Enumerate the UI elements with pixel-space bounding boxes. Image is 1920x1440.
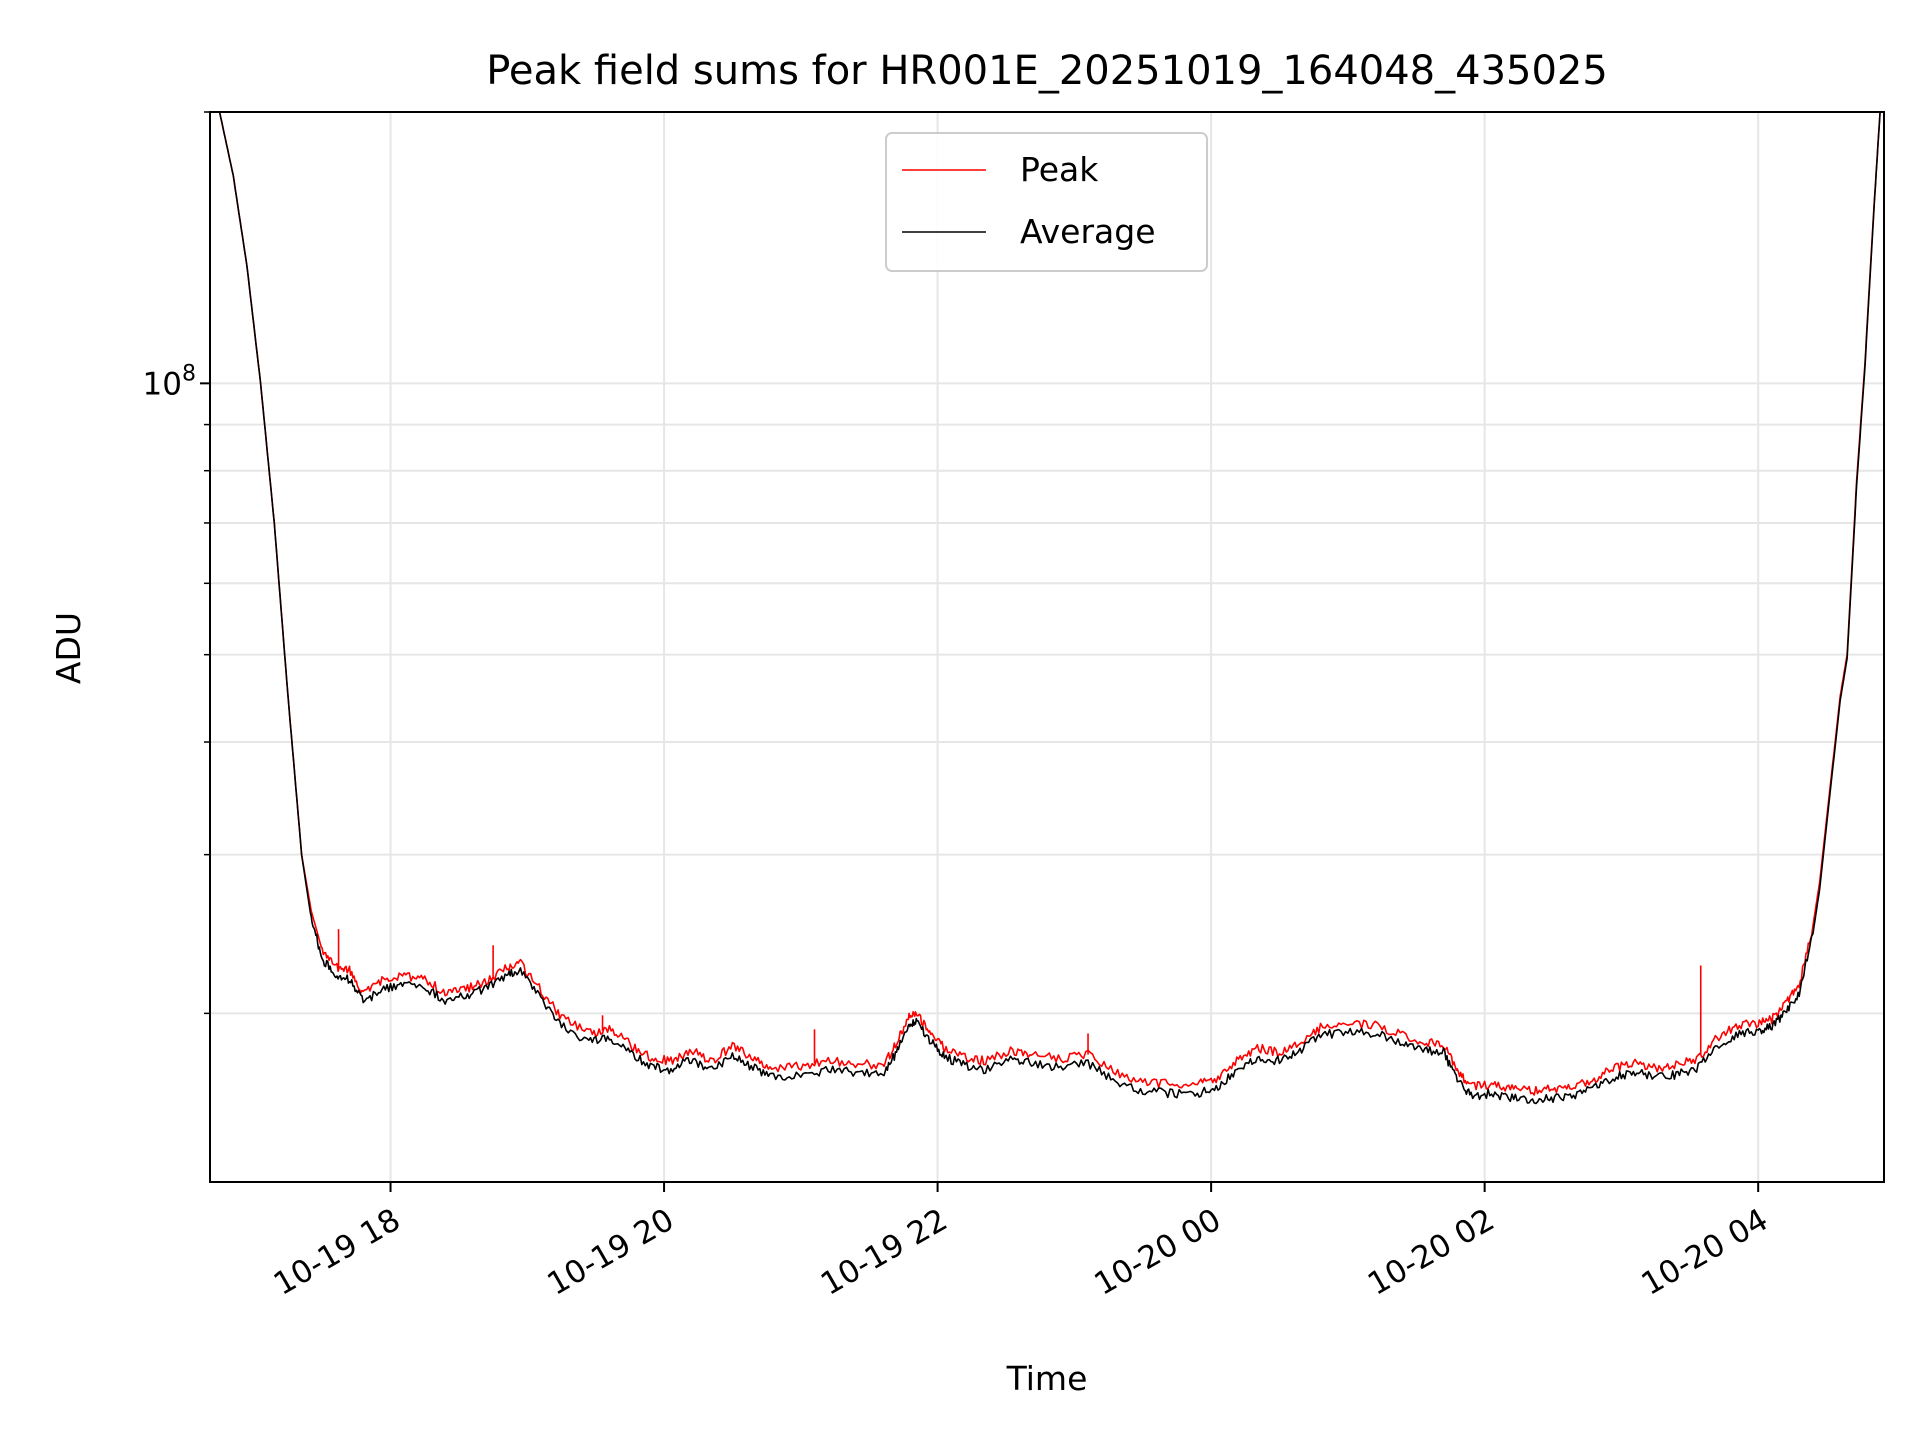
- plot-frame: [209, 111, 1885, 1183]
- legend-box: [885, 132, 1208, 272]
- chart-title: Peak field sums for HR001E_20251019_1640…: [486, 48, 1608, 94]
- legend: Peak Average: [885, 132, 1208, 272]
- series-line-peak: [218, 112, 1881, 1096]
- grid: [210, 111, 1884, 1182]
- y-axis-label: ADU: [49, 612, 88, 684]
- x-axis-label: Time: [1006, 1359, 1088, 1398]
- series-group: [218, 112, 1881, 1105]
- series-line-average: [218, 112, 1881, 1105]
- y-tick-label: 108: [143, 361, 196, 402]
- legend-label-peak: Peak: [1020, 150, 1099, 189]
- legend-label-average: Average: [1020, 212, 1156, 251]
